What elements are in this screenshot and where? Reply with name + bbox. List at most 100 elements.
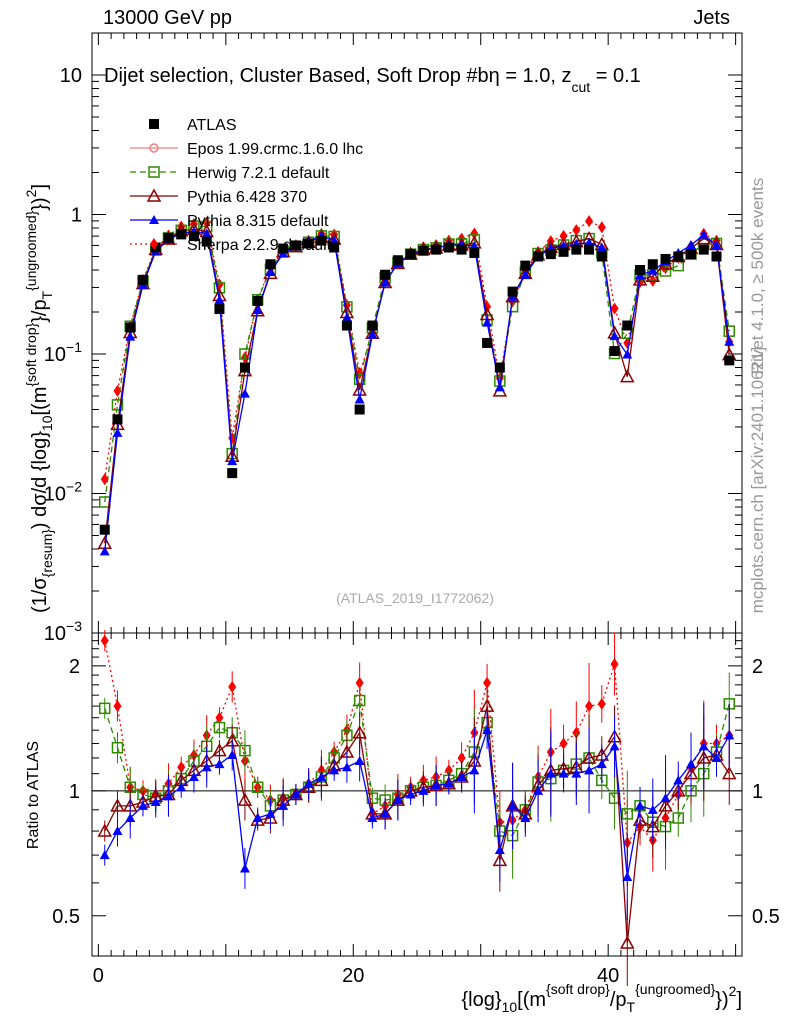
ratio-point-herwig <box>251 781 264 794</box>
ratio-point-pythia8 <box>418 785 429 795</box>
main-axis-ticks: 10−3 10−2 10−1 1 10 <box>44 32 742 645</box>
point-pythia8 <box>354 394 365 404</box>
ratio-point-pythia8 <box>635 800 646 810</box>
ratio-point-sherpa <box>483 676 492 689</box>
point-atlas <box>329 242 340 253</box>
header-energy: 13000 GeV pp <box>103 7 232 29</box>
ratio-point-pythia8 <box>571 768 582 778</box>
point-sherpa <box>572 224 581 237</box>
point-pythia6 <box>632 272 648 286</box>
point-atlas <box>278 243 289 254</box>
ratio-point-pythia8 <box>380 808 391 818</box>
point-atlas <box>469 247 480 258</box>
point-atlas <box>150 242 161 253</box>
point-herwig <box>723 325 736 337</box>
ratio-point-herwig <box>672 812 685 824</box>
point-pythia6 <box>250 303 265 317</box>
point-sherpa <box>113 384 122 397</box>
analysis-label: (ATLAS_2019_I1772062) <box>336 590 494 606</box>
point-atlas <box>571 244 582 255</box>
point-pythia8 <box>252 305 263 315</box>
mcplots-label: mcplots.cern.ch [arXiv:2401.10621] <box>748 347 767 613</box>
legend: ATLAS Epos 1.99.crmc.1.6.0 lhc Herwig 7.2.… <box>130 117 363 254</box>
point-sherpa <box>610 302 619 315</box>
legend-label-herwig: Herwig 7.2.1 default <box>187 165 330 182</box>
ratio-point-pythia8 <box>290 789 301 799</box>
point-atlas <box>265 259 276 270</box>
point-atlas <box>303 238 314 249</box>
ratio-y-tick-label-right: 1 <box>752 781 763 803</box>
x-tick-label: 20 <box>342 965 364 987</box>
ratio-point-pythia8 <box>252 813 263 823</box>
ratio-point-pythia6 <box>352 725 367 739</box>
point-atlas <box>354 404 365 415</box>
point-pythia8 <box>584 237 595 247</box>
point-pythia8 <box>367 329 378 339</box>
point-pythia8 <box>227 456 238 466</box>
point-atlas <box>711 251 722 262</box>
point-pythia8 <box>201 228 212 238</box>
ratio-point-herwig <box>353 694 366 707</box>
point-pythia8 <box>214 295 225 305</box>
ratio-y-tick-label: 0.5 <box>52 906 80 928</box>
ratio-y-tick-label-right: 2 <box>752 656 763 678</box>
ratio-point-pythia8 <box>137 800 148 810</box>
point-atlas <box>227 468 238 479</box>
ratio-point-sherpa <box>457 751 466 764</box>
ratio-point-sherpa <box>177 761 186 774</box>
point-atlas <box>558 246 569 257</box>
ratio-y-tick-label: 2 <box>69 656 80 678</box>
legend-marker-data <box>149 119 159 129</box>
point-atlas <box>647 259 658 270</box>
main-panel: 10−3 10−2 10−1 1 10 <box>44 32 743 645</box>
legend-marker-sherpa <box>150 238 158 250</box>
point-atlas <box>431 244 442 255</box>
ratio-point-pythia8 <box>494 845 505 855</box>
ratio-point-pythia8 <box>686 759 697 769</box>
legend-marker-epos <box>149 143 159 153</box>
ratio-point-sherpa <box>100 634 109 647</box>
ratio-point-pythia8 <box>278 800 289 810</box>
ratio-point-pythia8 <box>341 762 352 772</box>
y-tick-label: 1 <box>71 204 82 226</box>
point-pythia8 <box>380 277 391 287</box>
ratio-point-pythia8 <box>329 765 340 775</box>
ratio-point-pythia8 <box>533 785 544 795</box>
point-pythia8 <box>686 240 697 250</box>
ratio-point-pythia8 <box>673 775 684 785</box>
point-pythia8 <box>265 266 276 276</box>
point-atlas <box>137 274 148 285</box>
legend-marker-pythia8 <box>149 215 159 224</box>
chart-title: Dijet selection, Cluster Based, Soft Dro… <box>104 65 641 95</box>
ratio-point-pythia8 <box>188 771 199 781</box>
point-atlas <box>252 295 263 306</box>
ratio-plot-marks <box>97 630 737 987</box>
ratio-point-pythia6 <box>721 766 737 780</box>
legend-label-pythia6: Pythia 6.428 370 <box>187 189 307 206</box>
ratio-point-pythia8 <box>443 778 454 788</box>
point-atlas <box>686 249 697 260</box>
point-pythia8 <box>647 265 658 275</box>
ratio-frame <box>91 632 743 957</box>
x-tick-label: 40 <box>597 965 619 987</box>
ratio-point-herwig <box>621 808 634 820</box>
x-axis-label: {log}10[(m{soft drop}/pT{ungroomed}})2] <box>462 981 743 1015</box>
y-axis-label: (1/σ{resum}) dσ/d {log}10[(m{soft drop}}… <box>23 184 55 613</box>
point-herwig <box>111 399 124 411</box>
ratio-point-pythia8 <box>520 813 531 823</box>
point-atlas <box>392 255 403 266</box>
ratio-point-pythia8 <box>558 768 569 778</box>
ratio-point-pythia8 <box>405 789 416 799</box>
ratio-point-pythia8 <box>99 850 110 860</box>
point-herwig <box>239 348 251 360</box>
legend-label-sherpa: Sherpa 2.2.9 default <box>187 237 332 254</box>
ratio-point-pythia8 <box>201 762 212 772</box>
ratio-point-pythia8 <box>163 791 174 801</box>
point-atlas <box>545 249 556 260</box>
point-pythia8 <box>622 349 633 359</box>
ratio-point-pythia8 <box>456 771 467 781</box>
point-atlas <box>507 286 518 297</box>
rivet-label: Rivet 4.1.0, ≥ 500k events <box>748 178 767 374</box>
point-atlas <box>341 320 352 331</box>
point-pythia8 <box>125 331 136 341</box>
